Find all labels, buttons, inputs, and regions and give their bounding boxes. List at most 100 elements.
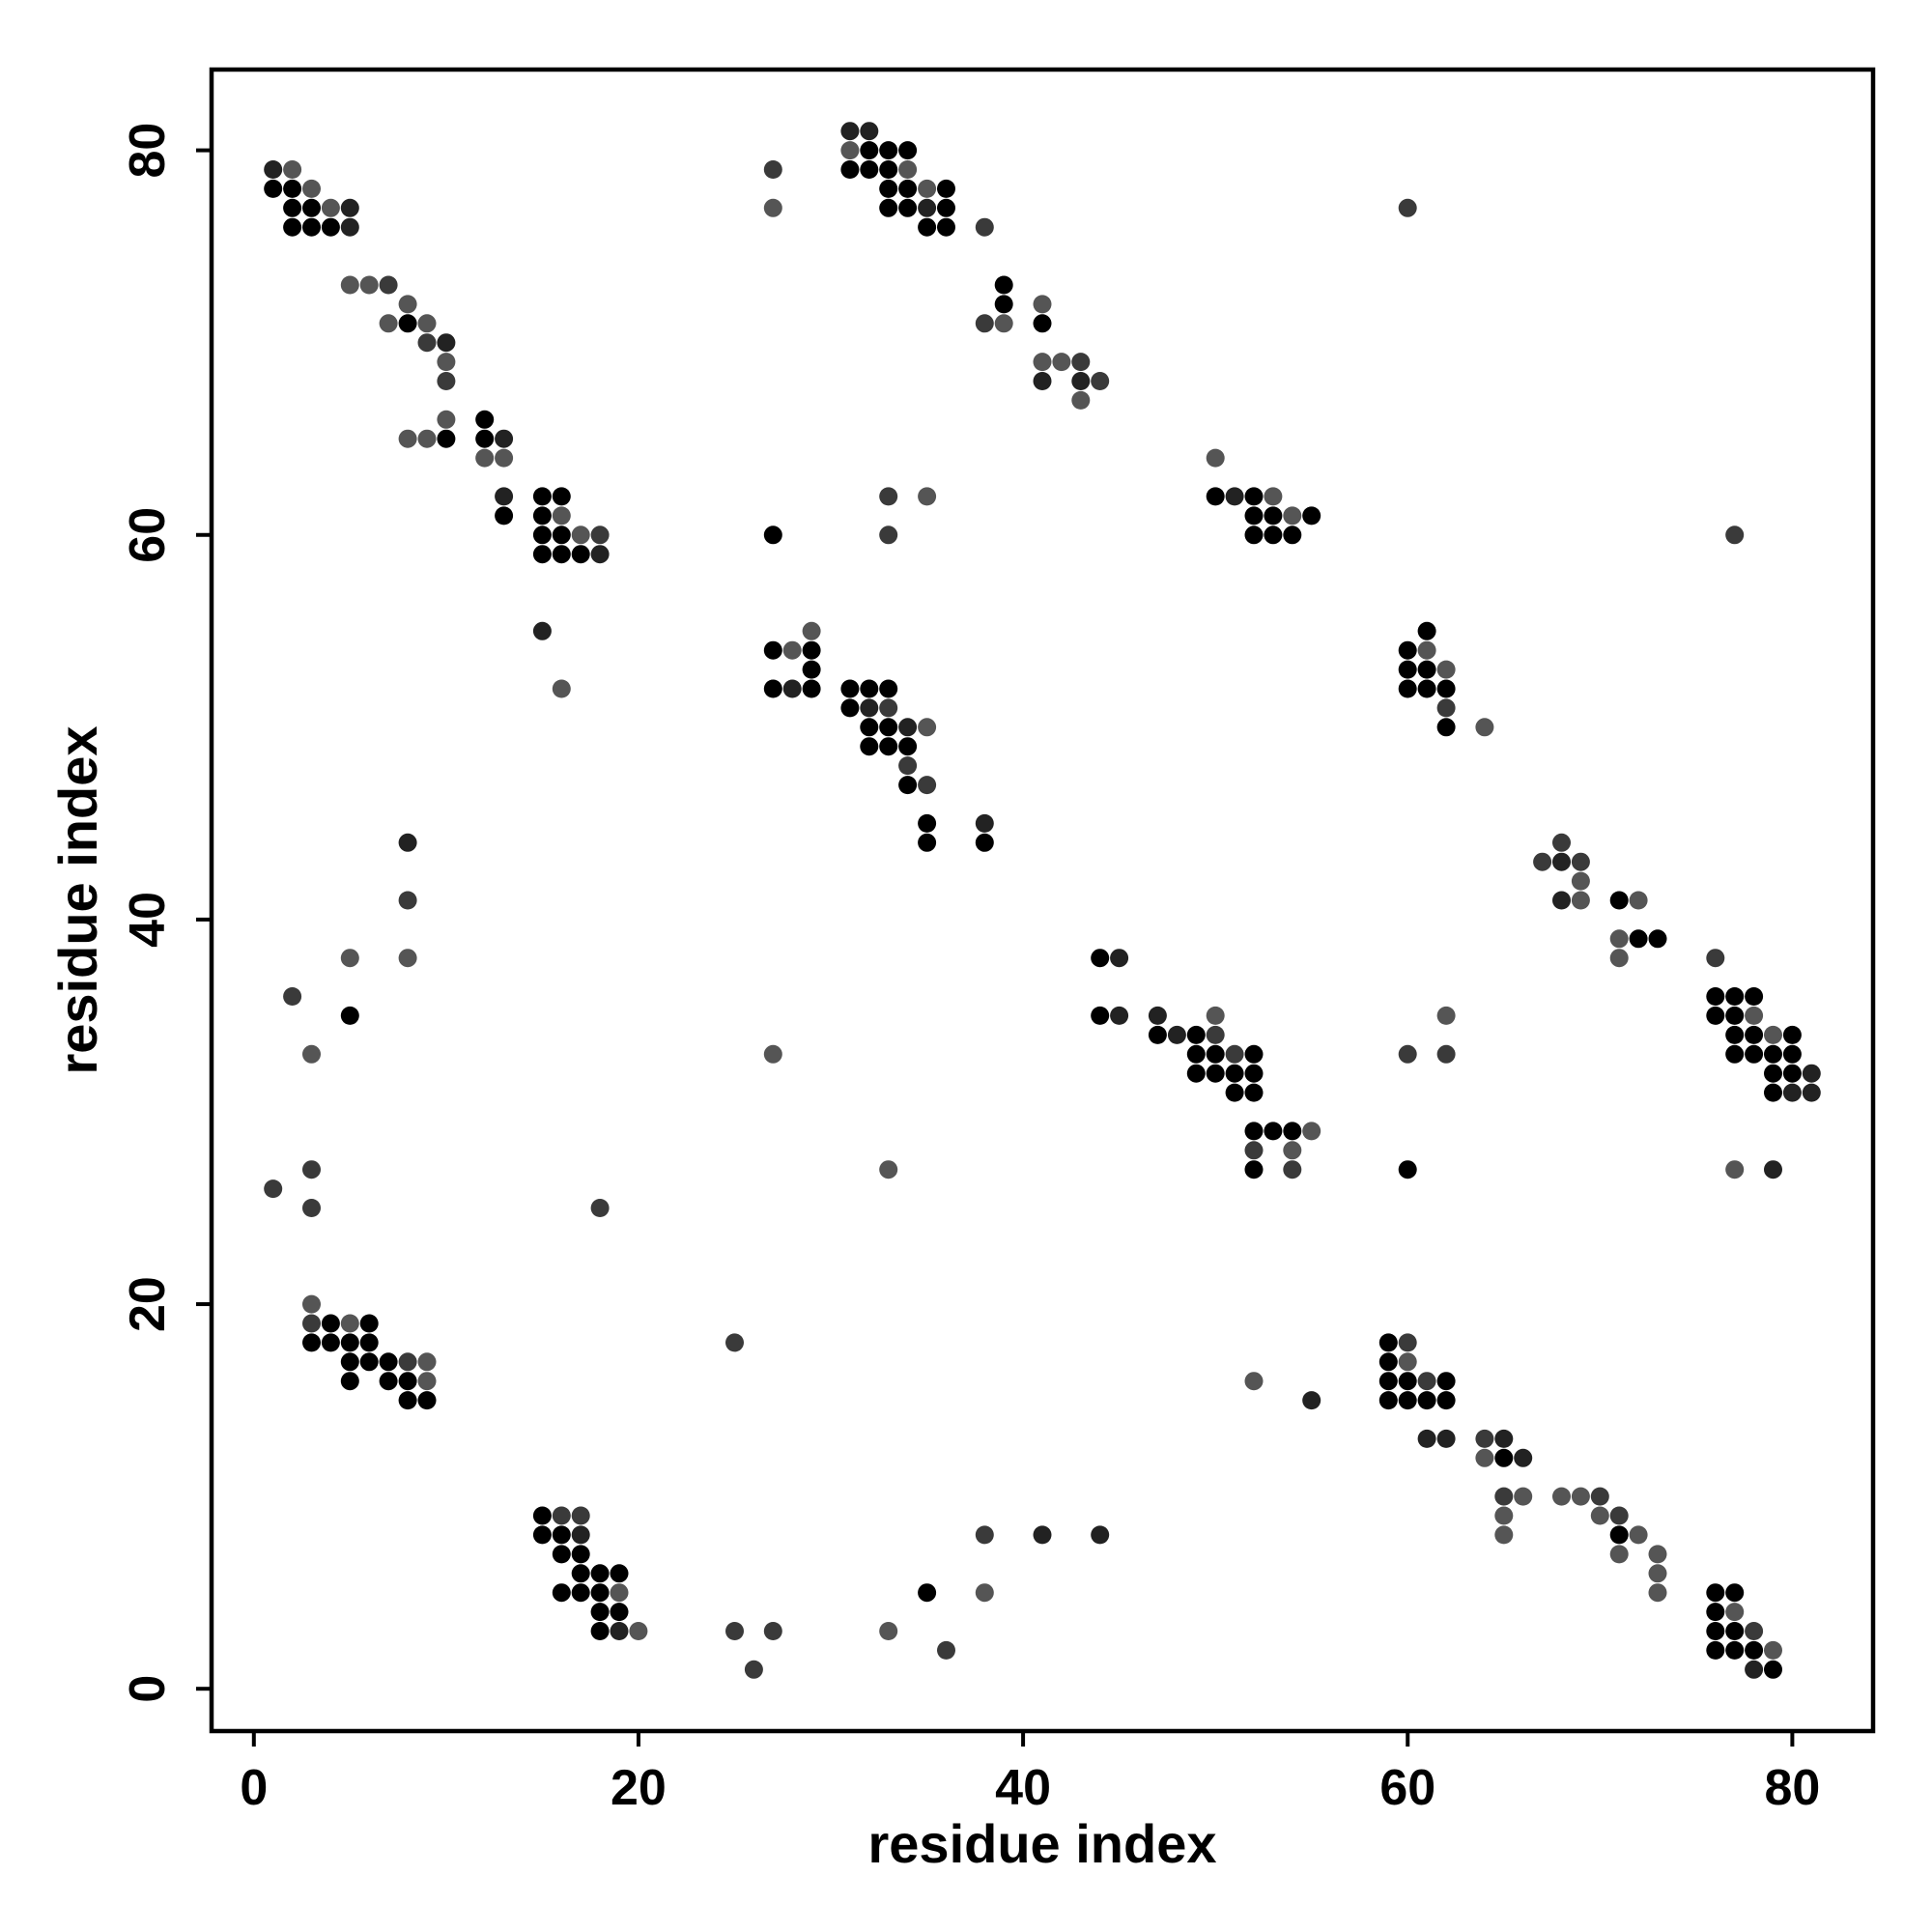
data-point <box>1725 526 1745 545</box>
data-point <box>359 275 379 295</box>
data-point <box>1206 448 1225 468</box>
data-point <box>1764 1083 1782 1102</box>
data-point <box>1764 1044 1782 1064</box>
data-point <box>1609 1545 1629 1564</box>
data-point <box>495 487 514 506</box>
data-points <box>264 122 1821 1679</box>
data-point <box>1264 526 1283 545</box>
data-point <box>340 1372 359 1391</box>
data-point <box>1764 1660 1782 1679</box>
data-point <box>1033 1525 1052 1545</box>
data-point <box>802 640 821 660</box>
data-point <box>840 679 860 698</box>
data-point <box>590 526 610 545</box>
data-point <box>532 1525 552 1545</box>
data-point <box>1071 353 1091 372</box>
data-point <box>879 198 898 217</box>
data-point <box>1745 987 1764 1006</box>
data-point <box>1706 949 1725 968</box>
data-point <box>994 295 1013 314</box>
data-point <box>1244 1064 1264 1083</box>
data-point <box>725 1333 744 1352</box>
data-point <box>552 1525 571 1545</box>
data-point <box>937 1640 955 1660</box>
data-point <box>918 179 937 198</box>
data-point <box>860 698 879 718</box>
data-point <box>1436 679 1456 698</box>
data-point <box>379 314 398 333</box>
data-point <box>1206 487 1225 506</box>
data-point <box>379 1372 398 1391</box>
data-point <box>302 1294 321 1314</box>
data-point <box>532 487 552 506</box>
data-point <box>1398 198 1417 217</box>
data-point <box>1436 1391 1456 1410</box>
data-point <box>1725 1044 1745 1064</box>
data-point <box>1764 1160 1782 1179</box>
data-point <box>1552 852 1571 871</box>
data-point <box>1782 1064 1802 1083</box>
data-point <box>340 198 359 217</box>
data-point <box>1475 1429 1494 1448</box>
data-point <box>1110 949 1129 968</box>
data-point <box>879 1160 898 1179</box>
data-point <box>495 429 514 448</box>
data-point <box>590 1583 610 1603</box>
data-point <box>763 640 782 660</box>
data-point <box>552 487 571 506</box>
data-point <box>860 122 879 141</box>
data-point <box>437 353 456 372</box>
data-point <box>398 891 417 910</box>
data-point <box>1033 372 1052 390</box>
data-point <box>1244 1372 1264 1391</box>
data-point <box>1244 1122 1264 1141</box>
data-point <box>283 198 302 217</box>
data-point <box>763 1044 782 1064</box>
data-point <box>1206 1044 1225 1064</box>
data-point <box>1725 1160 1745 1179</box>
data-point <box>302 179 321 198</box>
data-point <box>398 833 417 852</box>
data-point <box>302 217 321 237</box>
data-point <box>417 429 437 448</box>
data-point <box>1802 1083 1821 1102</box>
data-point <box>1225 1044 1244 1064</box>
data-point <box>302 1333 321 1352</box>
data-point <box>1378 1333 1398 1352</box>
data-point <box>1706 987 1725 1006</box>
data-point <box>782 679 802 698</box>
data-point <box>1091 1525 1110 1545</box>
data-point <box>610 1583 629 1603</box>
data-point <box>283 160 302 179</box>
data-point <box>1378 1352 1398 1372</box>
data-point <box>321 198 340 217</box>
data-point <box>1629 929 1648 949</box>
data-point <box>1590 1506 1609 1525</box>
data-point <box>398 1352 417 1372</box>
data-point <box>802 660 821 679</box>
data-point <box>1436 1044 1456 1064</box>
data-point <box>860 141 879 160</box>
data-point <box>763 679 782 698</box>
data-point <box>937 198 955 217</box>
data-point <box>1148 1006 1167 1025</box>
data-point <box>610 1622 629 1640</box>
data-point <box>1206 1006 1225 1025</box>
data-point <box>1706 1622 1725 1640</box>
data-point <box>398 1372 417 1391</box>
data-point <box>495 448 514 468</box>
data-point <box>860 718 879 737</box>
data-point <box>340 1314 359 1333</box>
data-point <box>1186 1044 1206 1064</box>
x-tick-label: 40 <box>995 1760 1051 1816</box>
data-point <box>1167 1025 1186 1044</box>
data-point <box>552 1506 571 1525</box>
data-point <box>629 1622 648 1640</box>
data-point <box>898 141 918 160</box>
data-point <box>379 275 398 295</box>
data-point <box>1378 1372 1398 1391</box>
data-point <box>610 1564 629 1583</box>
data-point <box>860 679 879 698</box>
data-point <box>532 526 552 545</box>
data-point <box>1629 1525 1648 1545</box>
